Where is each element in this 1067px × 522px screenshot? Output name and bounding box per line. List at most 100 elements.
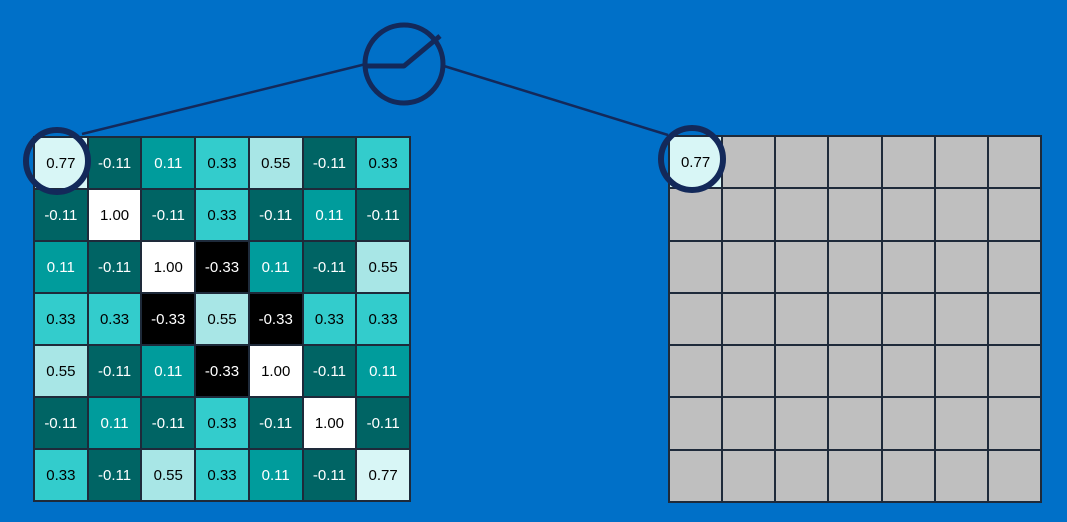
input-cell: 1.00 [248, 345, 303, 397]
input-cell: 0.11 [302, 189, 357, 241]
input-cell: -0.33 [195, 345, 249, 397]
output-cell [987, 397, 1041, 450]
input-cell: -0.11 [87, 345, 142, 397]
input-cell: 0.33 [87, 293, 142, 345]
output-cell [881, 449, 935, 502]
output-cell [828, 136, 882, 189]
output-cell [669, 449, 723, 502]
input-cell: -0.33 [248, 293, 303, 345]
input-cell: 0.33 [302, 293, 357, 345]
input-cell: -0.11 [302, 449, 357, 501]
output-cell [828, 449, 882, 502]
input-cell: 0.33 [356, 137, 410, 189]
output-cell [987, 449, 1041, 502]
output-cell [669, 240, 723, 293]
input-cell: 0.33 [34, 449, 88, 501]
output-cell [775, 449, 829, 502]
input-cell: 0.55 [248, 137, 303, 189]
connector-line-right [443, 64, 669, 137]
input-cell: 0.55 [34, 345, 88, 397]
output-cell [722, 136, 776, 189]
input-cell: 0.77 [356, 449, 410, 501]
input-cell: -0.11 [34, 397, 88, 449]
output-cell [934, 188, 988, 241]
output-cell [669, 397, 723, 450]
input-cell: 1.00 [302, 397, 357, 449]
output-cell [881, 397, 935, 450]
output-cell [828, 240, 882, 293]
output-cell [881, 136, 935, 189]
output-cell [722, 449, 776, 502]
output-cell [775, 240, 829, 293]
input-cell: 1.00 [87, 189, 142, 241]
output-cell [722, 397, 776, 450]
input-cell: 0.11 [87, 397, 142, 449]
input-cell: -0.33 [195, 241, 249, 293]
output-cell [722, 345, 776, 398]
output-cell [934, 449, 988, 502]
input-cell: 0.33 [356, 293, 410, 345]
output-feature-map: 0.77 [668, 135, 1042, 503]
input-cell: 0.11 [248, 449, 303, 501]
output-cell [881, 240, 935, 293]
input-cell: 0.11 [141, 137, 196, 189]
output-cell [775, 188, 829, 241]
input-cell: 0.33 [34, 293, 88, 345]
input-cell: -0.11 [87, 241, 142, 293]
input-feature-map: 0.77 -0.11 0.11 0.33 0.55 -0.11 0.33 -0.11 1.00-… [33, 136, 411, 502]
input-cell: 0.55 [141, 449, 196, 501]
input-cell: 0.55 [356, 241, 410, 293]
input-cell: 0.33 [195, 397, 249, 449]
output-cell [775, 292, 829, 346]
output-cell: 0.77 [669, 136, 723, 189]
output-cell [934, 397, 988, 450]
input-cell: -0.11 [34, 189, 88, 241]
input-cell: -0.11 [302, 241, 357, 293]
output-cell [987, 345, 1041, 398]
output-cell [828, 292, 882, 346]
output-cell [987, 188, 1041, 241]
output-cell [881, 188, 935, 241]
input-cell: 0.11 [248, 241, 303, 293]
output-cell [722, 292, 776, 346]
input-cell: 0.11 [141, 345, 196, 397]
input-cell: -0.11 [356, 397, 410, 449]
input-cell: -0.11 [302, 137, 357, 189]
output-cell [722, 240, 776, 293]
input-cell: -0.11 [356, 189, 410, 241]
input-cell: 0.11 [356, 345, 410, 397]
output-cell [775, 136, 829, 189]
output-cell [987, 136, 1041, 189]
activation-function-icon [362, 22, 446, 106]
input-cell: 0.11 [34, 241, 88, 293]
input-cell: 0.77 [34, 137, 88, 189]
output-cell [669, 345, 723, 398]
output-cell [669, 188, 723, 241]
input-cell: -0.11 [87, 449, 142, 501]
input-cell: 0.33 [195, 449, 249, 501]
output-cell [828, 188, 882, 241]
output-cell [987, 240, 1041, 293]
input-cell: -0.11 [141, 397, 196, 449]
input-cell: -0.11 [141, 189, 196, 241]
output-cell [881, 292, 935, 346]
input-cell: 1.00 [141, 241, 196, 293]
input-cell: -0.11 [248, 189, 303, 241]
output-cell [934, 136, 988, 189]
output-cell [987, 292, 1041, 346]
input-cell: -0.33 [141, 293, 196, 345]
connector-line-left [81, 62, 367, 136]
output-cell [775, 345, 829, 398]
input-cell: -0.11 [302, 345, 357, 397]
output-cell [722, 188, 776, 241]
input-cell: -0.11 [248, 397, 303, 449]
output-cell [934, 240, 988, 293]
output-cell [828, 345, 882, 398]
input-cell: 0.55 [195, 293, 249, 345]
input-cell: 0.33 [195, 137, 249, 189]
output-cell [881, 345, 935, 398]
input-cell: 0.33 [195, 189, 249, 241]
output-cell [934, 345, 988, 398]
input-cell: -0.11 [87, 137, 142, 189]
